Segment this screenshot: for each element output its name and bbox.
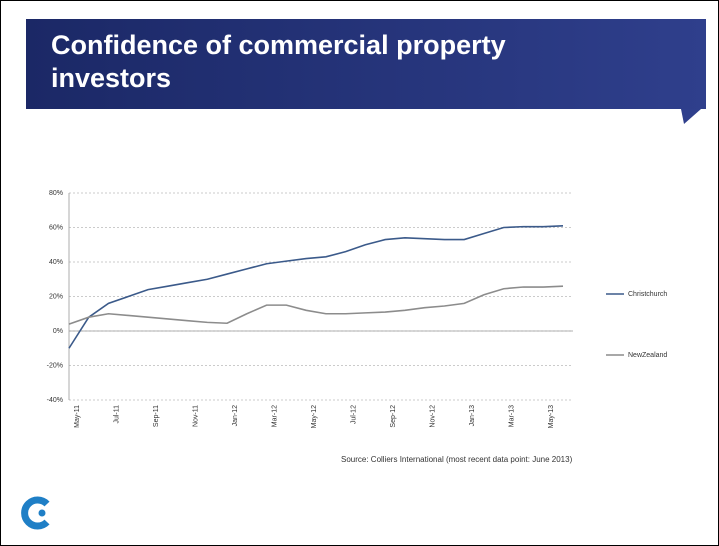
y-tick-label: 60% (49, 224, 63, 231)
x-tick-label: May-13 (548, 405, 555, 428)
y-tick-label: 20% (49, 293, 63, 300)
x-tick-label: Jul-11 (113, 405, 120, 424)
x-tick-label: May-12 (311, 405, 318, 428)
x-tick-label: May-11 (74, 405, 81, 428)
chart-title: Confidence of commercial property invest… (51, 30, 506, 93)
line-series (68, 224, 564, 349)
x-tick-label: Jul-12 (350, 405, 357, 424)
x-tick-label: Mar-13 (509, 405, 516, 427)
y-tick-label: 80% (49, 190, 63, 197)
x-tick-label: Mar-12 (271, 405, 278, 427)
x-tick-label: Sep-11 (153, 405, 160, 427)
x-tick-label: Nov-11 (192, 405, 199, 427)
y-tick-label: 0% (53, 328, 63, 335)
banner-tail (681, 109, 701, 124)
logo (21, 496, 50, 530)
x-tick-label: Nov-12 (430, 405, 437, 428)
y-tick-label: 40% (49, 259, 63, 266)
x-tick-label: Jan-13 (469, 405, 476, 427)
line-series (68, 285, 564, 325)
title-banner (26, 19, 706, 109)
y-tick-label: -20% (47, 362, 63, 369)
legend-label: NewZealand (628, 352, 667, 359)
logo-dot (38, 509, 46, 517)
x-tick-label: Sep-12 (390, 405, 397, 428)
x-tick-label: Jan-12 (232, 405, 239, 427)
y-tick-label: -40% (47, 397, 63, 404)
source: Source: Colliers International (most rec… (341, 455, 573, 464)
legend-label: Christchurch (628, 291, 667, 298)
